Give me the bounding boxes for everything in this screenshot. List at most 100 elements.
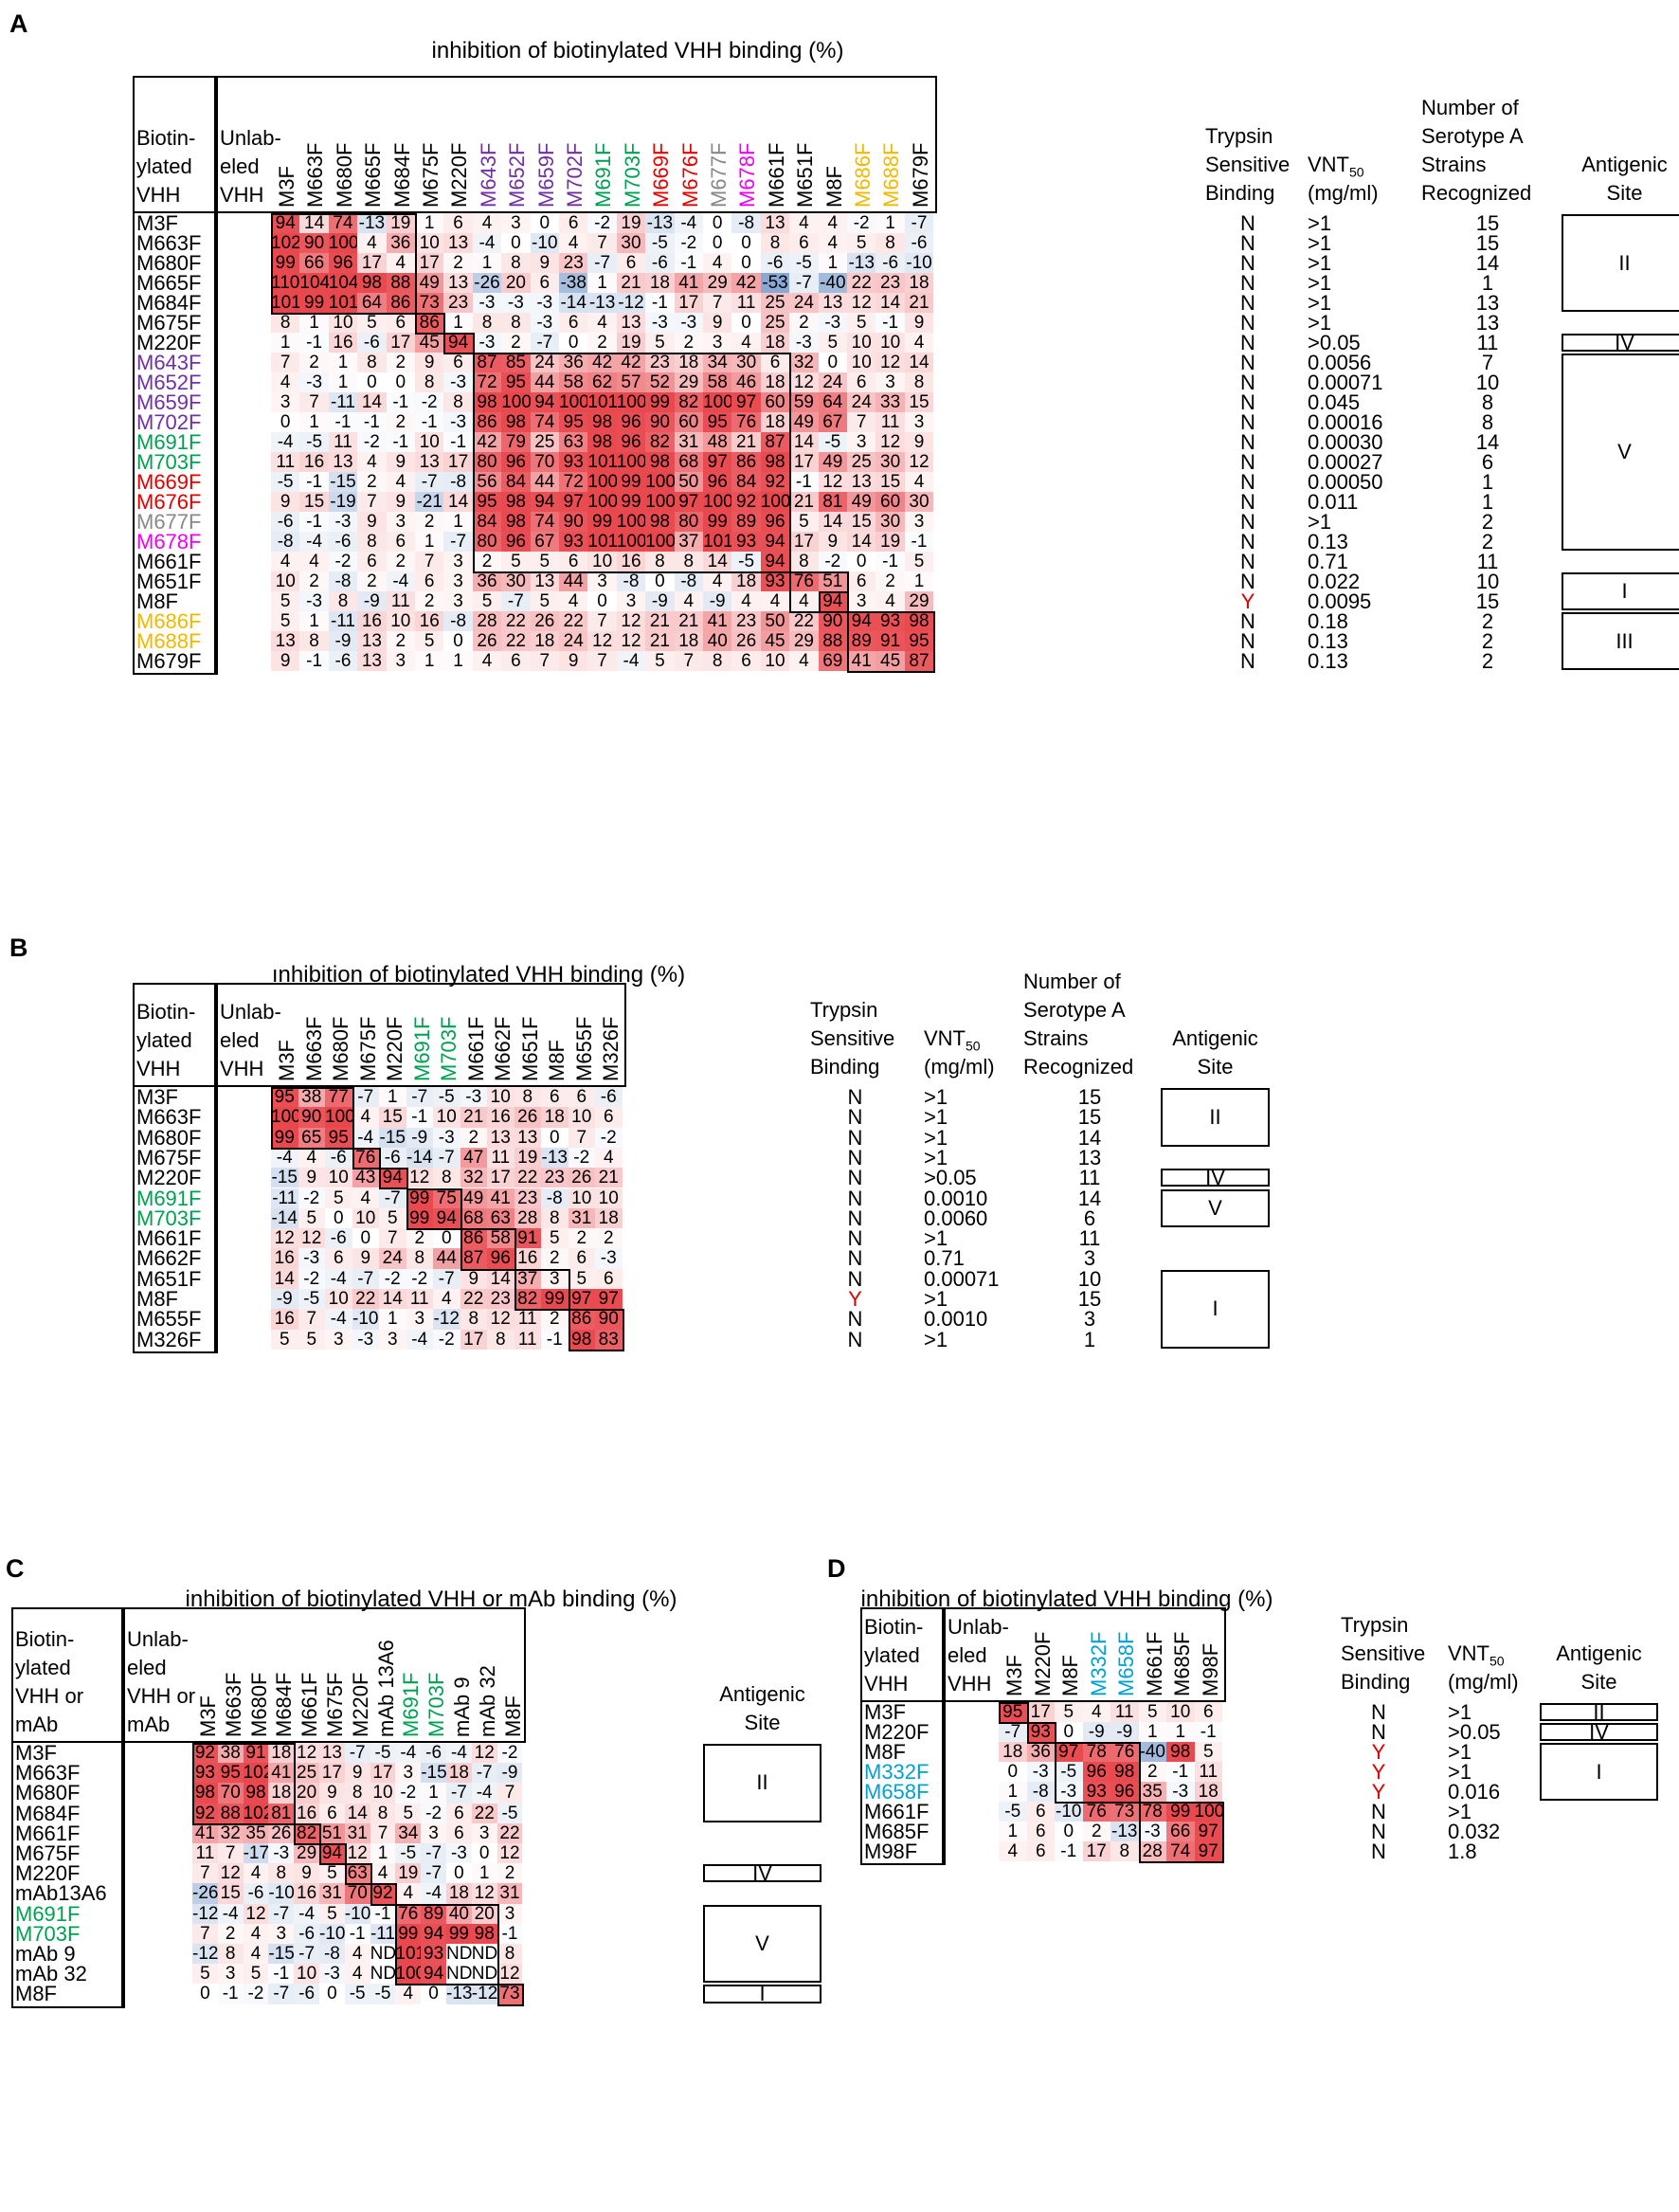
- heatmap-cell: 95: [501, 372, 531, 392]
- heatmap-cell: 49: [789, 412, 819, 432]
- row-vnt: 0.022: [1308, 570, 1361, 593]
- heatmap-cell: 42: [616, 353, 646, 372]
- heatmap-cell: 20: [501, 273, 531, 293]
- row-trypsin: N: [847, 1125, 863, 1150]
- row-trypsin: N: [847, 1085, 863, 1109]
- row-label: M332F: [864, 1760, 930, 1784]
- heatmap-cell: -6: [328, 651, 358, 671]
- column-header: M685F: [1170, 1631, 1194, 1696]
- heatmap-cell: 23: [443, 293, 473, 313]
- row-trypsin: Y: [848, 1287, 862, 1311]
- heatmap-cell: 60: [674, 412, 703, 432]
- heatmap-cell: 10: [386, 611, 415, 631]
- row-label: M663F: [136, 1105, 202, 1130]
- heatmap-cell: 14: [847, 532, 876, 552]
- heatmap-cell: 16: [299, 452, 329, 472]
- heatmap-cell: 100: [616, 452, 647, 472]
- row-vnt: 0.045: [1308, 390, 1361, 414]
- row-header-line: VHH: [864, 1672, 909, 1695]
- heatmap-cell: 101: [271, 293, 301, 313]
- heatmap-cell: 12: [876, 432, 905, 452]
- column-header: M643F: [476, 142, 500, 208]
- row-label: mAb 9: [15, 1942, 76, 1966]
- column-header: M663F: [221, 1672, 245, 1737]
- heatmap-cell: 17: [789, 532, 819, 552]
- row-strains: 15: [1475, 231, 1500, 255]
- heatmap-cell: 97: [674, 492, 703, 512]
- heatmap-cell: 4: [395, 1984, 422, 2004]
- row-label: M661F: [136, 550, 202, 573]
- heatmap-cell: 13: [415, 452, 444, 472]
- heatmap-cell: 10: [847, 333, 876, 353]
- heatmap-cell: 93: [192, 1763, 218, 1784]
- column-header: M220F: [447, 142, 472, 208]
- heatmap-cell: 7: [703, 293, 732, 313]
- header-frame: [133, 76, 938, 213]
- row-label: M678F: [136, 530, 202, 553]
- heatmap-cell: 63: [487, 1207, 515, 1229]
- heatmap-cell: 93: [421, 1944, 446, 1965]
- heatmap-cell: 7: [496, 1783, 523, 1804]
- heatmap-cell: 5: [472, 591, 502, 611]
- heatmap-cell: -7: [415, 472, 444, 492]
- heatmap-cell: 10: [370, 1783, 396, 1804]
- heatmap-cell: -10: [352, 1309, 379, 1330]
- heatmap-cell: 31: [344, 1822, 370, 1843]
- heatmap-cell: 52: [645, 372, 675, 392]
- row-vnt: 0.0056: [1308, 351, 1372, 374]
- heatmap-cell: 21: [595, 1168, 623, 1188]
- column-header: M691F: [409, 1016, 434, 1081]
- trypsin-header-line: Sensitive: [810, 1026, 895, 1050]
- heatmap-cell: 8: [357, 532, 387, 552]
- heatmap-cell: 14: [818, 512, 847, 532]
- row-label: M658F: [864, 1780, 930, 1804]
- heatmap-cell: 5: [1055, 1702, 1083, 1722]
- heatmap-cell: -1: [904, 532, 934, 552]
- row-label: mAb13A6: [15, 1881, 107, 1906]
- heatmap-cell: 12: [616, 611, 646, 631]
- heatmap-cell: 2: [217, 1923, 244, 1944]
- site-header-line: Antigenic: [1172, 1026, 1258, 1050]
- heatmap-cell: 5: [325, 1188, 352, 1208]
- antigenic-site-box: I: [1161, 1269, 1270, 1349]
- heatmap-cell: -5: [496, 1803, 523, 1823]
- row-vnt: >1: [1308, 211, 1332, 235]
- row-trypsin: N: [1371, 1720, 1386, 1744]
- heatmap-cell: -11: [370, 1923, 396, 1944]
- heatmap-cell: -5: [731, 552, 761, 571]
- row-trypsin: N: [1240, 450, 1255, 474]
- header-frame: [11, 1607, 527, 1743]
- heatmap-cell: 90: [298, 1107, 325, 1128]
- unlabeled-header-line: VHH: [948, 1672, 992, 1695]
- heatmap-cell: 31: [568, 1207, 595, 1229]
- heatmap-cell: 100: [501, 392, 532, 412]
- heatmap-cell: 8: [501, 253, 531, 273]
- heatmap-cell: 48: [703, 432, 732, 452]
- heatmap-cell: 7: [217, 1843, 244, 1864]
- column-header: M691F: [591, 142, 616, 208]
- heatmap-cell: 1: [370, 1843, 396, 1864]
- heatmap-cell: 63: [344, 1863, 370, 1884]
- row-trypsin: N: [1240, 510, 1255, 534]
- heatmap-cell: 1: [328, 353, 358, 372]
- antigenic-site-box: I: [1540, 1743, 1658, 1801]
- heatmap-cell: 41: [192, 1822, 218, 1843]
- row-strains: 3: [1083, 1307, 1096, 1332]
- heatmap-cell: 18: [446, 1883, 472, 1904]
- heatmap-cell: -2: [298, 1268, 325, 1289]
- unlabeled-header-line: VHH or: [127, 1684, 196, 1708]
- heatmap-cell: 50: [760, 611, 790, 631]
- heatmap-cell: 14: [789, 432, 819, 452]
- row-vnt: >0.05: [1448, 1720, 1501, 1744]
- heatmap-cell: 7: [847, 412, 876, 432]
- heatmap-cell: 73: [496, 1984, 523, 2004]
- heatmap-cell: 1: [299, 611, 329, 631]
- heatmap-cell: 11: [386, 591, 415, 611]
- vnt-header-line: (mg/ml): [1308, 181, 1379, 205]
- heatmap-cell: 4: [703, 571, 732, 591]
- heatmap-cell: 21: [645, 611, 675, 631]
- heatmap-cell: -14: [271, 1207, 298, 1229]
- heatmap-cell: 8: [328, 591, 358, 611]
- heatmap-cell: 10: [271, 571, 300, 591]
